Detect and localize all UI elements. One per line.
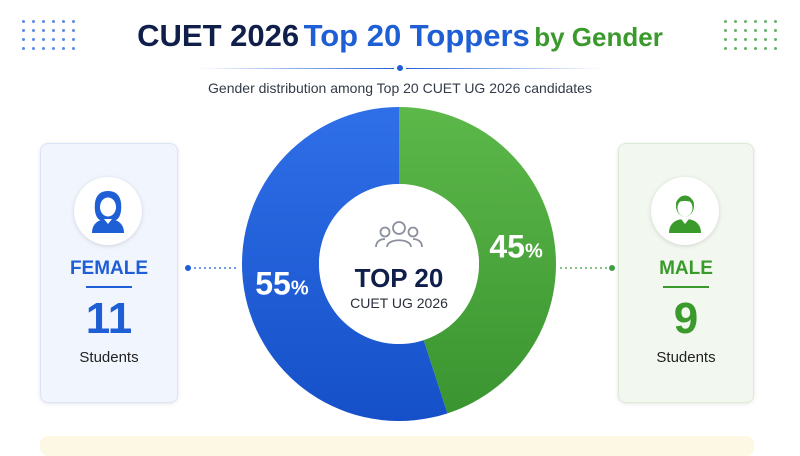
page-subtitle: Gender distribution among Top 20 CUET UG… bbox=[208, 80, 592, 96]
title-part-toppers: Top 20 Toppers bbox=[303, 18, 530, 53]
female-label: FEMALE bbox=[69, 258, 149, 279]
female-unit: Students bbox=[79, 349, 139, 366]
female-user-icon bbox=[74, 177, 142, 245]
center-title: TOP 20 bbox=[355, 263, 444, 293]
male-card: MALE 9 Students bbox=[618, 143, 754, 403]
female-card: FEMALE 11 Students bbox=[40, 143, 178, 403]
decorative-dots-left bbox=[22, 20, 76, 50]
title-divider bbox=[198, 65, 602, 71]
decorative-dots-right bbox=[724, 20, 778, 50]
male-count: 9 bbox=[673, 294, 699, 343]
male-user-icon bbox=[651, 177, 719, 245]
title-part-gender: by Gender bbox=[534, 22, 663, 52]
label-male-percent: 45% bbox=[489, 228, 543, 264]
male-connector-dot bbox=[609, 265, 615, 271]
male-unit: Students bbox=[656, 349, 716, 366]
bottom-note-panel bbox=[40, 436, 754, 456]
slice-female bbox=[242, 107, 448, 421]
page-title: CUET 2026 Top 20 Toppers by Gender bbox=[0, 18, 800, 54]
title-part-cuet: CUET 2026 bbox=[137, 18, 300, 53]
female-divider bbox=[86, 286, 132, 288]
donut-center bbox=[319, 184, 479, 344]
center-subtitle: CUET UG 2026 bbox=[350, 295, 448, 311]
male-label: MALE bbox=[659, 258, 713, 279]
label-female-percent: 55% bbox=[255, 266, 309, 302]
female-connector-dot bbox=[185, 265, 191, 271]
male-divider bbox=[663, 286, 709, 288]
female-count: 11 bbox=[85, 294, 133, 343]
group-icon bbox=[375, 221, 423, 248]
slice-male bbox=[399, 107, 556, 414]
